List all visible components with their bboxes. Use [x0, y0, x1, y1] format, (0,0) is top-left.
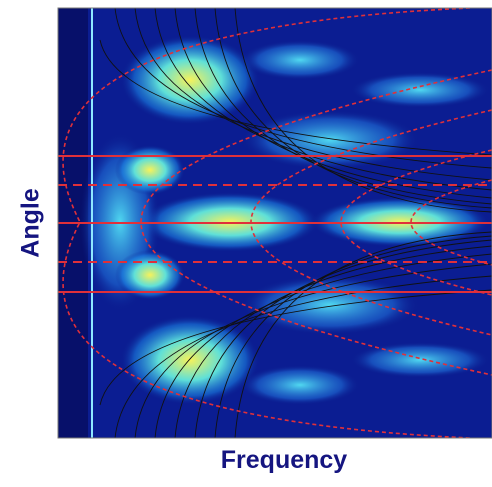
figure: Angle Frequency: [0, 0, 492, 482]
x-axis-label: Frequency: [221, 446, 348, 474]
y-axis-label: Angle: [17, 188, 45, 258]
heatmap: [58, 8, 492, 438]
